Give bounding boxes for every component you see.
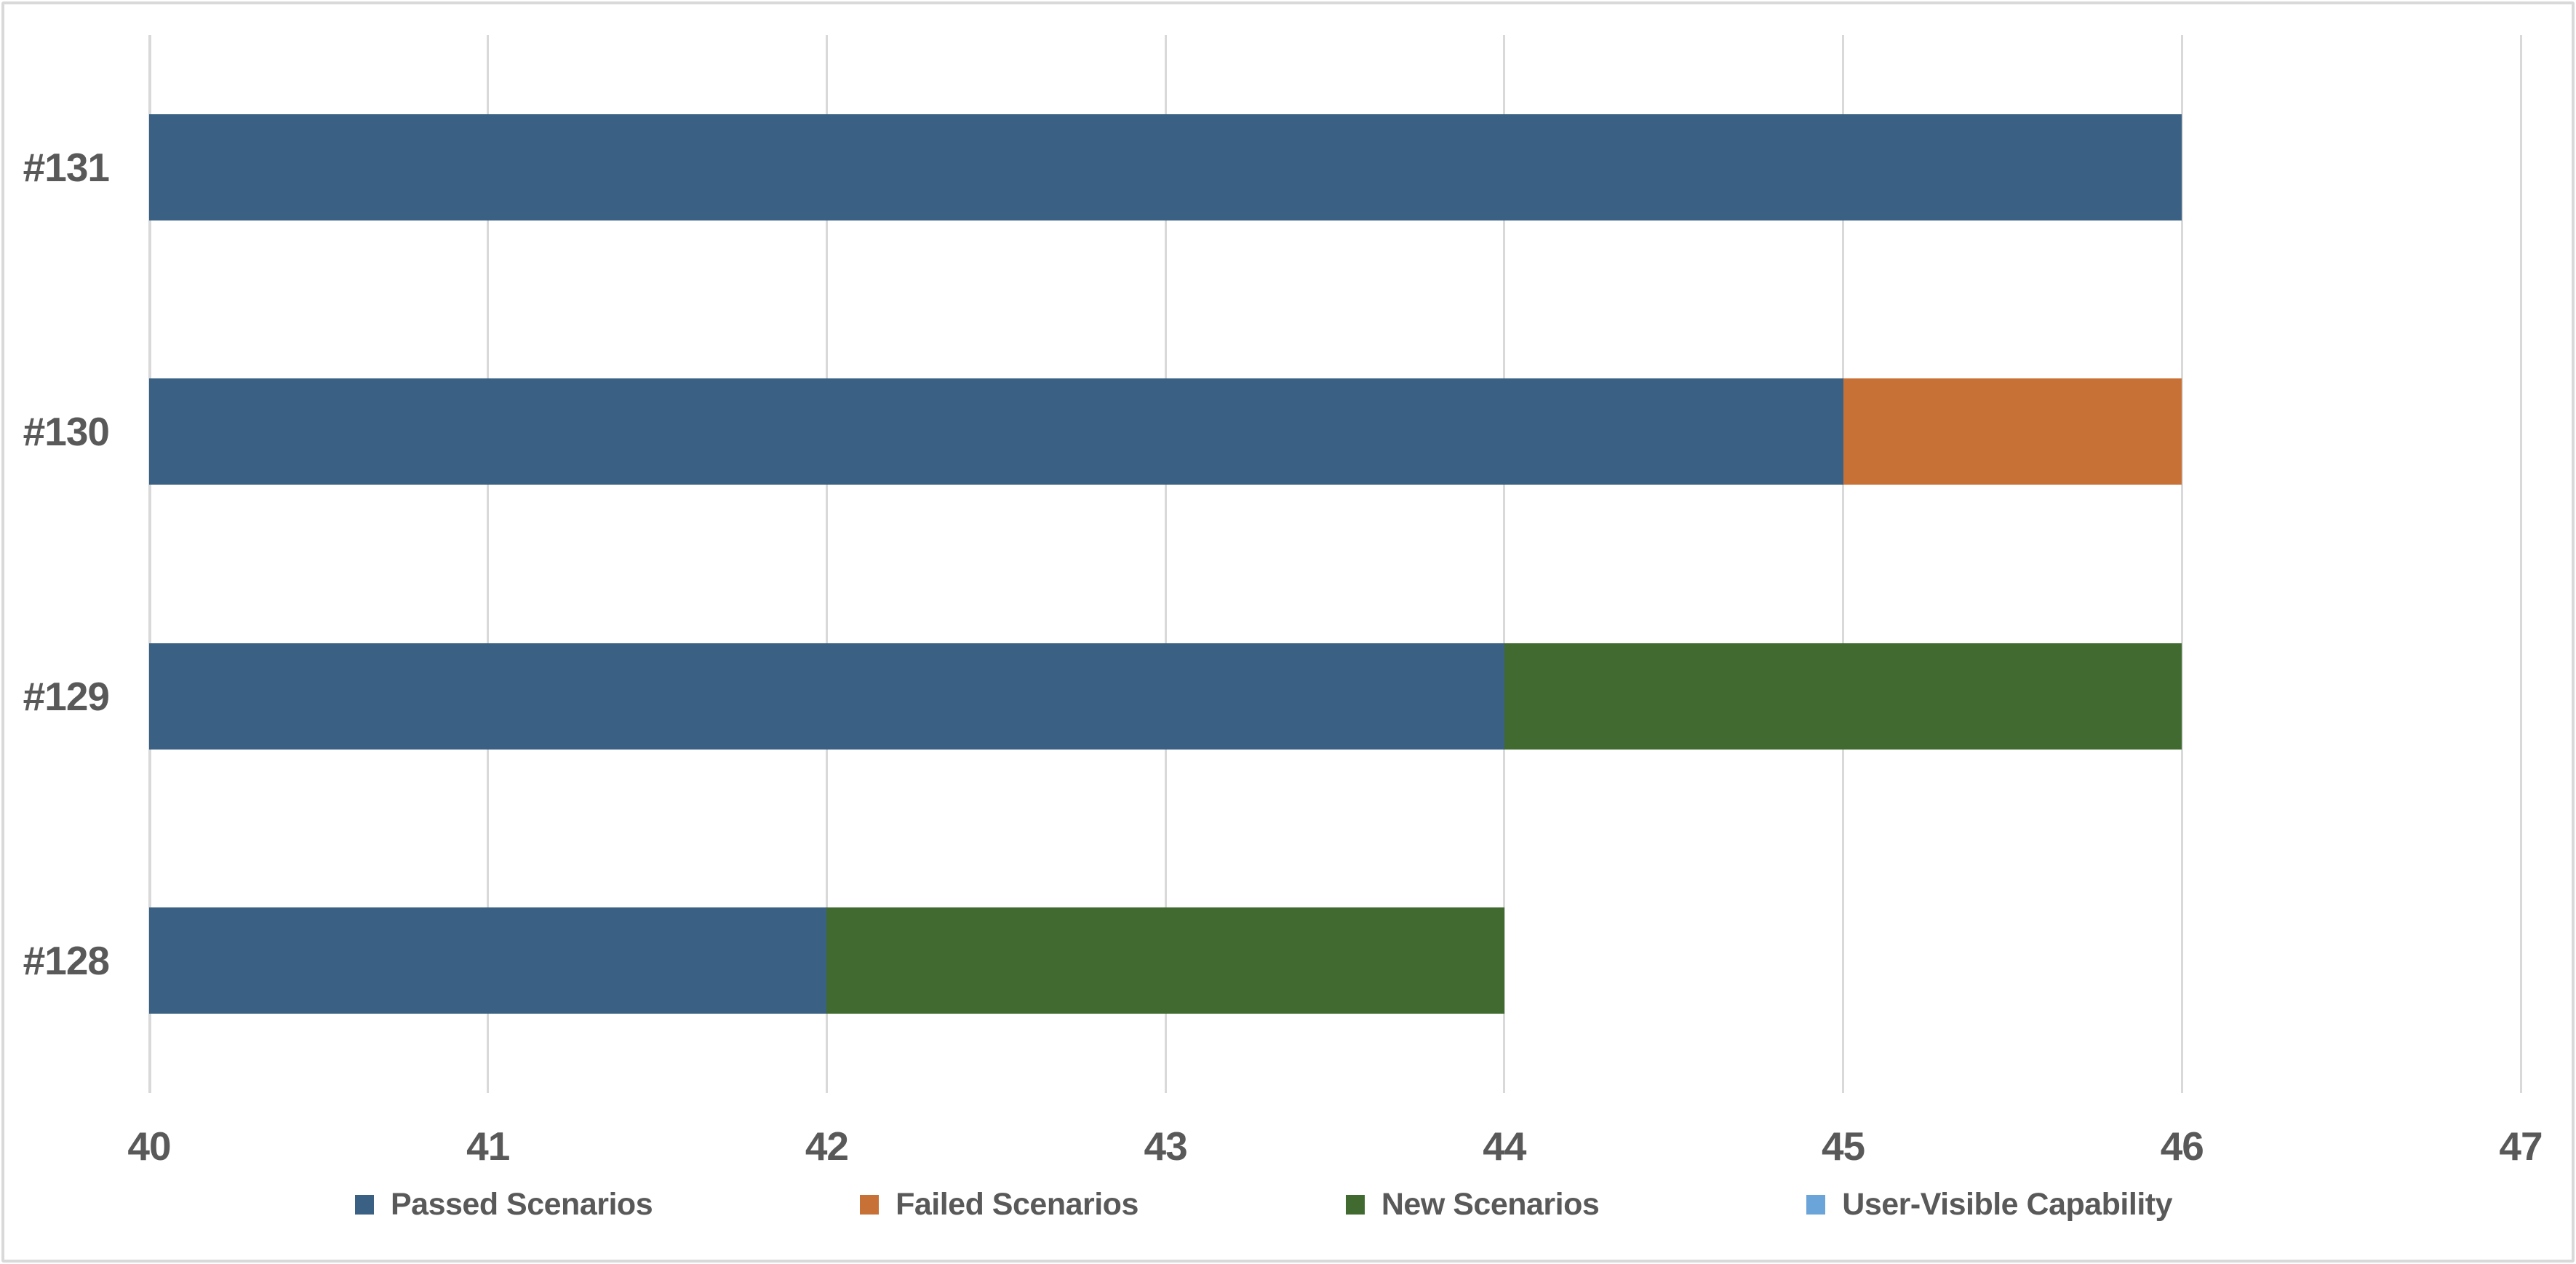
legend-swatch-passed-scenarios xyxy=(355,1194,374,1215)
legend-label-new-scenarios: New Scenarios xyxy=(1381,1186,1600,1222)
legend-item-user-visible-capability: User-Visible Capability xyxy=(1806,1186,2173,1223)
legend-item-failed-scenarios: Failed Scenarios xyxy=(860,1187,1139,1223)
legend-label-user-visible-capability: User-Visible Capability xyxy=(1842,1186,2173,1222)
legend-label-passed-scenarios: Passed Scenarios xyxy=(391,1186,653,1222)
legend-swatch-user-visible-capability xyxy=(1806,1194,1826,1215)
legend-swatch-failed-scenarios xyxy=(860,1194,880,1215)
legend-item-new-scenarios: New Scenarios xyxy=(1345,1186,1600,1223)
legend-item-passed-scenarios: Passed Scenarios xyxy=(355,1187,653,1223)
legend-label-failed-scenarios: Failed Scenarios xyxy=(896,1186,1139,1222)
legend-swatch-new-scenarios xyxy=(1345,1194,1365,1215)
legend: Passed Scenarios Failed Scenarios New Scen… xyxy=(355,1186,2173,1223)
